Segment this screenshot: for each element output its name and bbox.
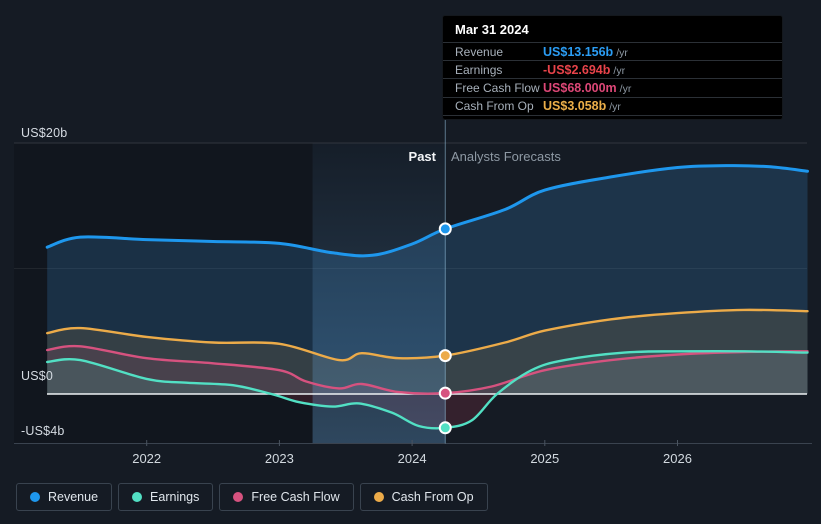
y-axis-label: US$20b — [21, 126, 68, 140]
legend-label: Revenue — [48, 490, 99, 504]
tooltip-label: Cash From Op — [455, 99, 534, 114]
y-axis-label: US$0 — [21, 369, 54, 383]
tooltip-value: US$13.156b/yr — [543, 44, 628, 59]
x-axis-label: 2026 — [663, 451, 692, 466]
tooltip-value: US$3.058b/yr — [543, 99, 621, 114]
x-axis-label: 2022 — [132, 451, 162, 466]
earnings-line — [45, 349, 809, 430]
revenue-marker — [438, 222, 452, 236]
tooltip-row-cash-from-op: Cash From Op US$3.058b/yr — [443, 96, 782, 116]
free-cash-flow-marker — [438, 386, 452, 400]
y-axis-label: -US$4b — [21, 424, 65, 438]
free-cash-flow-line — [45, 344, 809, 395]
chart-tooltip: Mar 31 2024 Revenue US$13.156b/yr Earnin… — [443, 16, 782, 119]
cash-from-op-marker — [438, 349, 452, 363]
free-cash-flow-area — [47, 346, 808, 394]
growth-chart[interactable] — [0, 0, 821, 470]
tooltip-date: Mar 31 2024 — [455, 22, 529, 37]
earnings-dot-icon — [132, 492, 143, 502]
earnings-marker — [438, 421, 452, 435]
cash-from-op-dot-icon — [373, 492, 384, 502]
tooltip-label: Earnings — [455, 62, 503, 77]
tooltip-row-revenue: Revenue US$13.156b/yr — [443, 42, 782, 60]
last-year-highlight-band — [312, 143, 446, 444]
cash-from-op-area — [47, 309, 808, 394]
legend-cash-from-op-button[interactable]: Cash From Op — [359, 483, 488, 511]
revenue-line — [45, 164, 809, 258]
legend-label: Free Cash Flow — [251, 490, 340, 504]
legend-free-cash-flow-button[interactable]: Free Cash Flow — [219, 483, 354, 511]
x-axis-label: 2025 — [530, 451, 560, 466]
earnings-area — [47, 351, 808, 394]
tooltip-value: US$68.000m/yr — [543, 80, 632, 95]
legend: Revenue Earnings Free Cash Flow Cash Fro… — [16, 483, 488, 511]
legend-label: Cash From Op — [391, 490, 474, 504]
tooltip-row-free-cash-flow: Free Cash Flow US$68.000m/yr — [443, 78, 782, 96]
x-axis-label: 2024 — [397, 451, 427, 466]
revenue-dot-icon — [30, 492, 40, 502]
legend-earnings-button[interactable]: Earnings — [118, 483, 214, 511]
analysts-forecasts-label: Analysts Forecasts — [451, 149, 561, 164]
past-label: Past — [408, 149, 436, 164]
cash-from-op-line — [45, 308, 809, 362]
free-cash-flow-dot-icon — [233, 492, 244, 502]
tooltip-label: Revenue — [455, 44, 504, 59]
legend-revenue-button[interactable]: Revenue — [16, 483, 113, 511]
tooltip-value: -US$2.694b/yr — [543, 62, 626, 77]
tooltip-label: Free Cash Flow — [455, 80, 540, 95]
tooltip-row-earnings: Earnings -US$2.694b/yr — [443, 60, 782, 78]
x-axis-label: 2023 — [264, 451, 294, 466]
legend-label: Earnings — [150, 490, 200, 504]
